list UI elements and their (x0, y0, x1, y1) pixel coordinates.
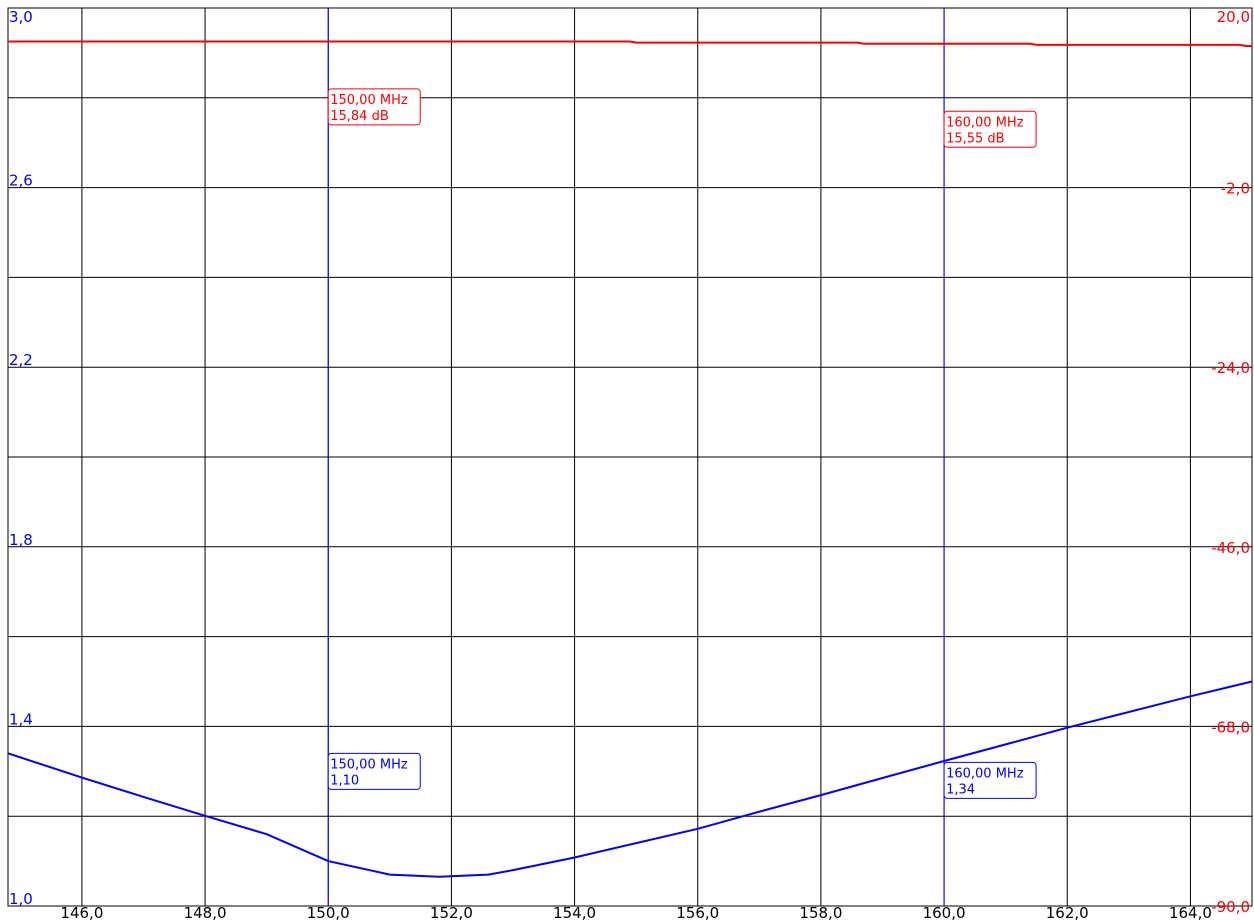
x-tick-label: 156,0 (676, 904, 719, 921)
grid (8, 8, 1252, 906)
x-tick-label: 158,0 (799, 904, 842, 921)
marker-label-value: 15,84 dB (330, 109, 389, 124)
x-tick-label: 160,0 (923, 904, 966, 921)
x-tick-label: 148,0 (184, 904, 227, 921)
x-tick-label: 146,0 (60, 904, 103, 921)
x-tick-label: 152,0 (430, 904, 473, 921)
marker-label-value: 1,10 (330, 773, 359, 788)
y-left-tick-label: 1,0 (9, 890, 33, 908)
y-right-tick-label: -68,0 (1211, 718, 1250, 736)
y-left-tick-label: 3,0 (9, 8, 33, 26)
marker-label-box (943, 761, 1037, 799)
y-left-tick-label: 2,6 (9, 172, 33, 190)
x-tick-label: 150,0 (307, 904, 350, 921)
x-tick-label: 162,0 (1046, 904, 1089, 921)
marker-label-box (943, 110, 1037, 148)
marker-label-value: 1,34 (946, 782, 975, 797)
y-right-tick-label: -90,0 (1211, 898, 1250, 916)
x-tick-label: 154,0 (553, 904, 596, 921)
x-tick-label: 164,0 (1169, 904, 1212, 921)
series-line-swr (7, 680, 1253, 878)
marker-label-frequency: 150,00 MHz (330, 93, 408, 108)
y-left-tick-label: 2,2 (9, 351, 33, 369)
y-right-tick-label: 20,0 (1217, 8, 1250, 26)
marker-label-box (327, 88, 421, 126)
y-right-tick-label: -46,0 (1211, 539, 1250, 557)
y-left-tick-label: 1,8 (9, 531, 33, 549)
y-right-tick-label: -2,0 (1221, 180, 1250, 198)
marker-label-frequency: 160,00 MHz (946, 115, 1024, 130)
axis-ticks: 146,0 148,0 150,0 152,0 154,0 156,0 158,0 160,0… (9, 8, 1250, 921)
y-right-tick-label: -24,0 (1211, 359, 1250, 377)
marker-label-frequency: 160,00 MHz (946, 766, 1024, 781)
series-line-return-loss (8, 40, 1252, 47)
marker-label-frequency: 150,00 MHz (330, 757, 408, 772)
y-left-tick-label: 1,4 (9, 710, 33, 728)
series (7, 40, 1253, 878)
marker-label-box (327, 752, 421, 790)
marker-label-value: 15,55 dB (946, 131, 1005, 146)
